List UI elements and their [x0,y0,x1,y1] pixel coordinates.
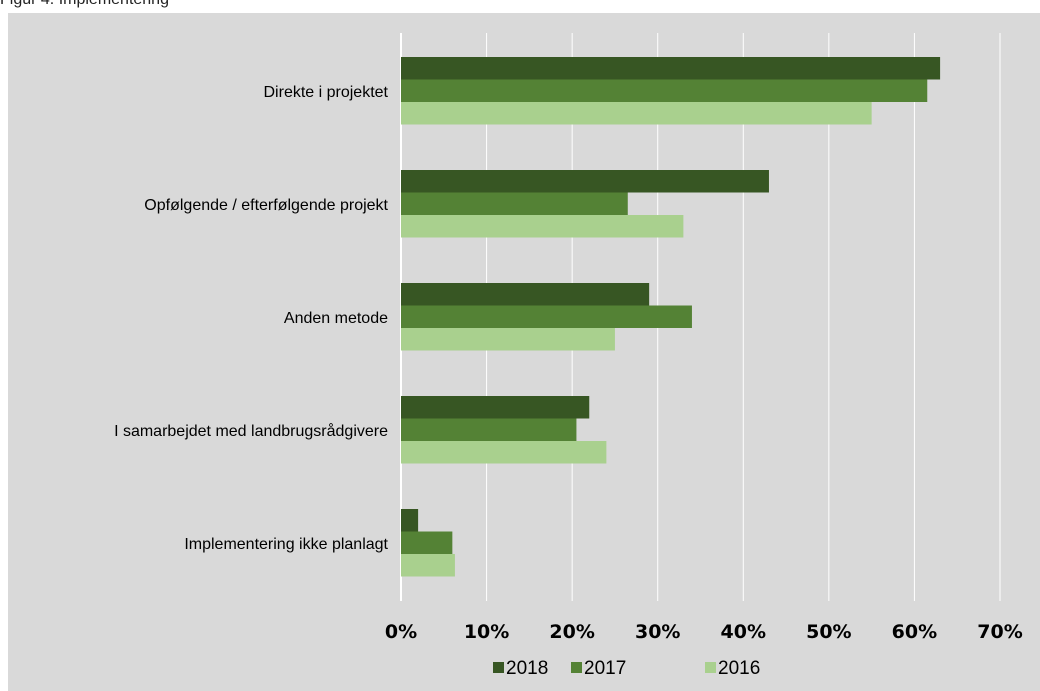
bar-chart: Direkte i projektet Opfølgende / efterføl… [114,33,1023,679]
x-tick-0: 0% [385,621,417,643]
category-label-i-samarbejdet-med-landbrugsra-dgivere: I samarbejdet med landbrugsrådgivere [114,422,388,440]
x-tick-30: 30% [635,621,680,643]
legend-label-2018: 2018 [506,658,548,679]
bar-2016-opf-lgende-efterf-lgende-projekt [401,215,684,238]
bar-2017-implementering-ikke-planlagt [401,531,453,554]
bar-2016-implementering-ikke-planlagt [401,554,455,577]
category-label-anden-metode: Anden metode [284,310,388,327]
bar-2017-opf-lgende-efterf-lgende-projekt [401,192,628,215]
legend-swatch-2017 [571,662,582,673]
legend-swatch-2018 [493,662,504,673]
legend-swatch-2016 [705,662,716,673]
figure-caption: Figur 4. Implementering [0,0,169,9]
category-label-implementering-ikke-planlagt: Implementering ikke planlagt [184,536,388,553]
bar-2018-implementering-ikke-planlagt [401,509,419,532]
bar-2018-direkte-i-projektet [401,57,941,80]
legend-label-2016: 2016 [718,658,760,679]
bar-2016-anden-metode [401,328,615,351]
gridlines [400,33,1001,601]
category-label-direkte-i-projektet: Direkte i projektet [264,84,389,101]
category-labels: Direkte i projektet Opfølgende / efterføl… [114,84,388,553]
bar-2018-i-samarbejdet-med-landbrugsra-dgivere [401,396,590,419]
bar-2017-i-samarbejdet-med-landbrugsra-dgivere [401,418,577,441]
bar-2016-direkte-i-projektet [401,102,872,125]
legend: 2018 2017 2016 [493,658,760,679]
bar-2016-i-samarbejdet-med-landbrugsra-dgivere [401,441,607,464]
x-tick-40: 40% [721,621,766,643]
chart-area: Direkte i projektet Opfølgende / efterføl… [8,13,1040,691]
x-tick-labels: 0% 10% 20% 30% 40% 50% 60% 70% [385,621,1023,643]
bars [401,57,941,577]
bar-2017-anden-metode [401,305,692,328]
category-label-opf-lgende-efterf-lgende-projekt: Opfølgende / efterfølgende projekt [144,197,388,214]
legend-label-2017: 2017 [584,658,626,679]
x-tick-70: 70% [977,621,1022,643]
x-tick-60: 60% [892,621,937,643]
x-tick-20: 20% [549,621,594,643]
x-tick-10: 10% [464,621,509,643]
bar-2017-direkte-i-projektet [401,79,928,102]
bar-2018-anden-metode [401,283,650,306]
bar-2018-opf-lgende-efterf-lgende-projekt [401,170,769,193]
x-tick-50: 50% [806,621,851,643]
